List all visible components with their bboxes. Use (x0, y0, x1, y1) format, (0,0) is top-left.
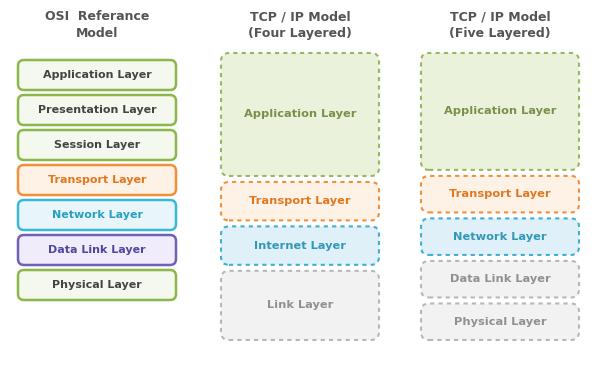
Text: Network Layer: Network Layer (52, 210, 143, 220)
Text: Internet Layer: Internet Layer (254, 241, 346, 251)
Text: Transport Layer: Transport Layer (249, 196, 351, 206)
Text: OSI  Referance
Model: OSI Referance Model (45, 10, 149, 40)
Text: TCP / IP Model
(Five Layered): TCP / IP Model (Five Layered) (449, 10, 551, 40)
FancyBboxPatch shape (18, 130, 176, 160)
FancyBboxPatch shape (18, 235, 176, 265)
Text: Session Layer: Session Layer (54, 140, 140, 150)
Text: Physical Layer: Physical Layer (52, 280, 142, 290)
Text: Data Link Layer: Data Link Layer (449, 274, 550, 284)
FancyBboxPatch shape (18, 270, 176, 300)
Text: Network Layer: Network Layer (453, 232, 547, 242)
Text: Transport Layer: Transport Layer (48, 175, 146, 185)
FancyBboxPatch shape (221, 182, 379, 220)
Text: Application Layer: Application Layer (444, 106, 556, 116)
Text: TCP / IP Model
(Four Layered): TCP / IP Model (Four Layered) (248, 10, 352, 40)
FancyBboxPatch shape (421, 53, 579, 170)
FancyBboxPatch shape (221, 226, 379, 265)
Text: Application Layer: Application Layer (244, 110, 356, 120)
Text: Link Layer: Link Layer (267, 300, 333, 311)
Text: Presentation Layer: Presentation Layer (38, 105, 157, 115)
FancyBboxPatch shape (18, 95, 176, 125)
FancyBboxPatch shape (18, 60, 176, 90)
FancyBboxPatch shape (421, 261, 579, 297)
FancyBboxPatch shape (221, 53, 379, 176)
FancyBboxPatch shape (18, 200, 176, 230)
Text: Physical Layer: Physical Layer (454, 317, 547, 327)
FancyBboxPatch shape (421, 304, 579, 340)
Text: Transport Layer: Transport Layer (449, 189, 551, 199)
Text: Application Layer: Application Layer (43, 70, 151, 80)
Text: Data Link Layer: Data Link Layer (48, 245, 146, 255)
FancyBboxPatch shape (221, 271, 379, 340)
FancyBboxPatch shape (421, 176, 579, 212)
FancyBboxPatch shape (421, 219, 579, 255)
FancyBboxPatch shape (18, 165, 176, 195)
